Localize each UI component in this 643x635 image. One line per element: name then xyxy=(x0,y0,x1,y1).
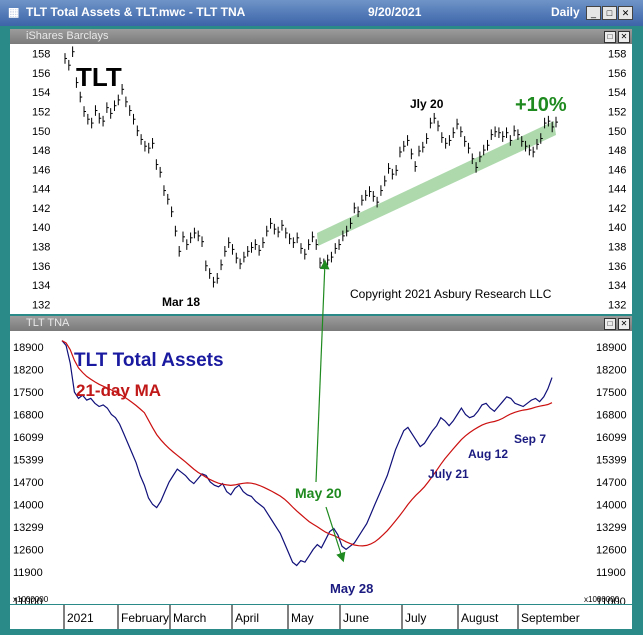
unit-label-right: x1000000 xyxy=(584,595,620,604)
axis-month-label: March xyxy=(173,611,206,625)
axis-month-label: August xyxy=(461,611,499,625)
panel-restore-button-2[interactable]: □ xyxy=(604,318,616,330)
price-chart: 132 132 134 134 136 136 138 138 140 140 142 142 144 1… xyxy=(32,46,626,311)
assets-panel: 11000 11000 11900 11900 12600 12600 13299 13299… xyxy=(10,331,632,608)
ytick-right: 12600 xyxy=(596,544,627,556)
ytick-left: 150 xyxy=(32,126,50,138)
window-title: TLT Total Assets & TLT.mwc - TLT TNA xyxy=(26,5,246,19)
aug12-label: Aug 12 xyxy=(468,447,508,461)
ytick-left: 142 xyxy=(32,203,50,215)
ytick-right: 18200 xyxy=(596,365,627,377)
may20-label: May 20 xyxy=(295,485,342,501)
ytick-left: 156 xyxy=(32,68,50,80)
ytick-left: 12600 xyxy=(13,544,44,556)
axis-month-label: September xyxy=(521,611,580,625)
ytick-right: 132 xyxy=(608,299,626,311)
ytick-right: 152 xyxy=(608,107,626,119)
time-axis-chart: 2021 February March April May June July August S… xyxy=(63,605,580,629)
ma-line xyxy=(61,340,553,547)
ytick-right: 17500 xyxy=(596,387,627,399)
bottom-panel-header: TLT TNA □ ✕ xyxy=(10,316,632,331)
ytick-left: 144 xyxy=(32,184,50,196)
ytick-left: 18200 xyxy=(13,365,44,377)
top-panel-header: iShares Barclays □ ✕ xyxy=(10,29,632,44)
chart-title: TLT xyxy=(76,62,122,92)
ytick-left: 136 xyxy=(32,261,50,273)
ytick-right: 150 xyxy=(608,126,626,138)
axis-month-label: July xyxy=(405,611,426,625)
ytick-left: 14700 xyxy=(13,477,44,489)
ytick-right: 18900 xyxy=(596,342,627,354)
ytick-left: 158 xyxy=(32,49,50,61)
ytick-right: 140 xyxy=(608,222,626,234)
ytick-right: 136 xyxy=(608,261,626,273)
panel-close-button[interactable]: ✕ xyxy=(618,31,630,43)
interval-label: Daily xyxy=(551,5,580,19)
sep7-label: Sep 7 xyxy=(514,432,546,446)
top-panel-title: iShares Barclays xyxy=(26,30,109,42)
ytick-left: 15399 xyxy=(13,455,44,467)
unit-label-left: x1000000 xyxy=(13,595,49,604)
axis-month-label: June xyxy=(343,611,369,625)
ytick-left: 152 xyxy=(32,107,50,119)
ytick-left: 16099 xyxy=(13,432,44,444)
window-titlebar: ▦ TLT Total Assets & TLT.mwc - TLT TNA 9… xyxy=(0,0,643,26)
uptrend-channel xyxy=(317,121,556,246)
app-icon: ▦ xyxy=(8,5,20,19)
ytick-right: 158 xyxy=(608,49,626,61)
axis-month-label: 2021 xyxy=(67,611,94,625)
july21-label: July 21 xyxy=(428,467,469,481)
axis-month-label: May xyxy=(291,611,314,625)
ytick-right: 15399 xyxy=(596,455,627,467)
ytick-left: 16800 xyxy=(13,410,44,422)
ytick-right: 148 xyxy=(608,145,626,157)
minimize-button[interactable]: _ xyxy=(586,6,601,20)
time-axis: 2021 February March April May June July August S… xyxy=(10,605,632,629)
ytick-left: 140 xyxy=(32,222,50,234)
ytick-left: 138 xyxy=(32,242,50,254)
ytick-right: 16099 xyxy=(596,432,627,444)
ytick-left: 132 xyxy=(32,299,50,311)
ytick-left: 154 xyxy=(32,87,50,99)
ytick-right: 138 xyxy=(608,242,626,254)
ytick-left: 148 xyxy=(32,145,50,157)
ytick-left: 18900 xyxy=(13,342,44,354)
panel-restore-button[interactable]: □ xyxy=(604,31,616,43)
close-button[interactable]: ✕ xyxy=(618,6,633,20)
ytick-right: 14000 xyxy=(596,499,627,511)
price-panel: 132 132 134 134 136 136 138 138 140 140 142 142 144 1… xyxy=(10,44,632,314)
panel-close-button-2[interactable]: ✕ xyxy=(618,318,630,330)
maximize-button[interactable]: □ xyxy=(602,6,617,20)
ytick-right: 14700 xyxy=(596,477,627,489)
total-assets-line xyxy=(61,340,553,567)
ytick-right: 134 xyxy=(608,280,626,292)
high-date-label: Jly 20 xyxy=(410,97,444,111)
bottom-panel-title: TLT TNA xyxy=(26,317,70,329)
may28-label: May 28 xyxy=(330,581,373,596)
ma-subtitle: 21-day MA xyxy=(76,381,161,400)
ytick-left: 13299 xyxy=(13,522,44,534)
low-date-label: Mar 18 xyxy=(162,295,200,309)
ytick-right: 144 xyxy=(608,184,626,196)
assets-title: TLT Total Assets xyxy=(74,350,224,371)
ytick-left: 11900 xyxy=(13,567,43,579)
window-date: 9/20/2021 xyxy=(368,5,422,19)
axis-month-label: April xyxy=(235,611,259,625)
axis-month-label: February xyxy=(121,611,169,625)
ytick-right: 11900 xyxy=(596,567,626,579)
ytick-right: 154 xyxy=(608,87,626,99)
ytick-left: 146 xyxy=(32,164,50,176)
copyright-label: Copyright 2021 Asbury Research LLC xyxy=(350,287,552,301)
ytick-right: 16800 xyxy=(596,410,627,422)
ytick-left: 17500 xyxy=(13,387,44,399)
ytick-left: 134 xyxy=(32,280,50,292)
ytick-right: 156 xyxy=(608,68,626,80)
ytick-left: 14000 xyxy=(13,499,44,511)
gain-label: +10% xyxy=(515,94,567,116)
ytick-right: 146 xyxy=(608,164,626,176)
ytick-right: 142 xyxy=(608,203,626,215)
ytick-right: 13299 xyxy=(596,522,627,534)
